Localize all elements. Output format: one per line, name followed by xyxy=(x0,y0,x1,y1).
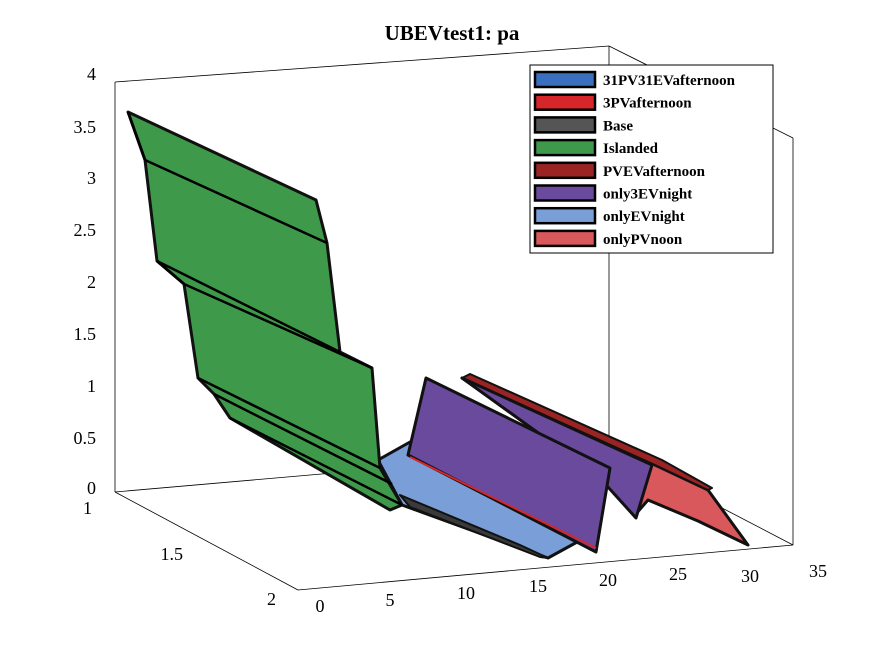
legend-item[interactable]: onlyEVnight xyxy=(533,206,685,225)
legend-item[interactable]: only3EVnight xyxy=(533,184,692,203)
x-tick-label: 25 xyxy=(669,564,687,584)
x-tick-label: 5 xyxy=(386,590,395,610)
z-tick-label: 4 xyxy=(87,64,96,84)
legend-item[interactable]: PVEVafternoon xyxy=(533,161,706,180)
surface-3PVafternoon-edge xyxy=(409,456,597,549)
islanded-ridges xyxy=(126,111,403,507)
legend-item[interactable]: Base xyxy=(533,116,633,134)
ridge-line xyxy=(229,416,403,507)
legend-label: 31PV31EVafternoon xyxy=(603,73,736,89)
legend-label: onlyPVnoon xyxy=(603,232,683,248)
legend-label: Base xyxy=(603,118,633,134)
legend-label: onlyEVnight xyxy=(603,209,685,225)
x-tick-label: 10 xyxy=(457,583,475,603)
ridge-line xyxy=(183,282,373,370)
legend-label: only3EVnight xyxy=(603,187,692,203)
legend-items: 31PV31EVafternoon 3PVafternoon Base Islande… xyxy=(533,70,736,248)
x-axis-line xyxy=(297,544,794,591)
z-tick-label: 1 xyxy=(87,376,96,396)
ridge-line xyxy=(156,259,341,354)
legend-item[interactable]: 3PVafternoon xyxy=(533,93,692,112)
legend-swatch xyxy=(533,229,597,248)
z-tick-label: 0.5 xyxy=(74,428,97,448)
back-top-edge xyxy=(114,45,610,83)
ridge-line xyxy=(213,392,393,486)
x-axis: 0 5 10 15 20 25 30 35 xyxy=(316,561,828,616)
z-tick-group: 4 3.5 3 2.5 2 1.5 1 0.5 0 xyxy=(74,64,97,498)
ridge-line xyxy=(126,111,147,161)
ridge-line xyxy=(197,376,381,470)
z-tick-label: 1.5 xyxy=(74,324,97,344)
x-tick-label: 15 xyxy=(529,576,547,596)
x-tick-label: 20 xyxy=(599,570,617,590)
z-tick-label: 2.5 xyxy=(74,220,97,240)
legend-swatch xyxy=(533,206,597,225)
legend-item[interactable]: Islanded xyxy=(533,138,659,157)
legend-swatch xyxy=(533,184,597,202)
legend-swatch xyxy=(533,70,597,89)
legend-swatch xyxy=(533,161,597,180)
y-tick-label: 1 xyxy=(83,498,92,518)
surfaces xyxy=(126,110,750,560)
z-tick-label: 0 xyxy=(87,478,96,498)
z-axis: 4 3.5 3 2.5 2 1.5 1 0.5 0 xyxy=(74,64,97,498)
legend-item[interactable]: 31PV31EVafternoon xyxy=(533,70,736,89)
surface-PVEVafternoon xyxy=(461,373,713,491)
legend-label: PVEVafternoon xyxy=(603,164,706,180)
z-tick-label: 3.5 xyxy=(74,117,97,137)
x-tick-label: 30 xyxy=(741,566,759,586)
surface-Base xyxy=(399,494,549,559)
x-tick-label: 0 xyxy=(316,596,325,616)
z-tick-label: 2 xyxy=(87,272,96,292)
y-tick-label: 2 xyxy=(267,589,276,609)
chart-title: UBEVtest1: pa xyxy=(385,21,520,45)
legend-swatch xyxy=(533,138,597,157)
x-tick-label: 35 xyxy=(809,561,827,581)
legend-swatch xyxy=(533,116,597,134)
legend-label: Islanded xyxy=(603,141,659,157)
surface-only3EVnight-front xyxy=(406,376,612,554)
ridge-line xyxy=(156,260,185,285)
legend-item[interactable]: onlyPVnoon xyxy=(533,229,683,248)
legend-label: 3PVafternoon xyxy=(603,96,692,112)
legend-swatch xyxy=(533,93,597,111)
legend[interactable]: 31PV31EVafternoon 3PVafternoon Base Islande… xyxy=(529,64,774,254)
y-axis: 1 1.5 2 xyxy=(83,498,276,609)
z-tick-label: 3 xyxy=(87,168,96,188)
y-axis-line xyxy=(114,491,299,591)
y-tick-label: 1.5 xyxy=(161,544,184,564)
ridge-line xyxy=(144,158,328,245)
